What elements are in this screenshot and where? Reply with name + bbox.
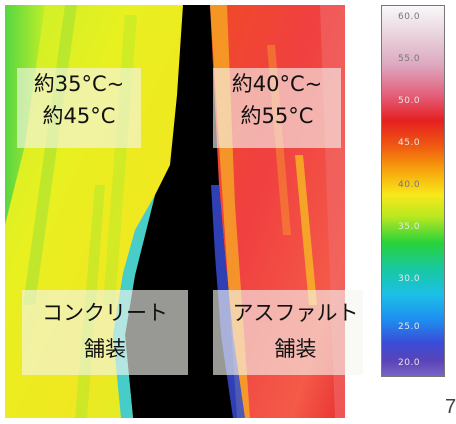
scale-tick-40: 40.0: [398, 180, 421, 190]
scale-tick-55: 55.0: [398, 54, 421, 64]
temperature-color-scale: 60.0 55.0 50.0 45.0 40.0 35.0 30.0 25.0 …: [381, 5, 445, 377]
concrete-name-line-1: コンクリート: [42, 301, 168, 325]
concrete-temperature-label: 約35°C~ 約45°C: [17, 68, 141, 148]
asphalt-name-line-2: 舗装: [274, 337, 317, 361]
asphalt-temp-line-2: 約55°C: [240, 104, 314, 128]
asphalt-temperature-label: 約40°C~ 約55°C: [213, 68, 341, 148]
scale-tick-30: 30.0: [398, 274, 421, 284]
concrete-temp-line-2: 約45°C: [42, 104, 116, 128]
asphalt-label-background: [213, 290, 363, 375]
scale-tick-20: 20.0: [398, 358, 421, 368]
asphalt-temp-line-1: 約40°C~: [231, 72, 323, 96]
scale-tick-50: 50.0: [398, 96, 421, 106]
asphalt-name-line-1: アスファルト: [232, 301, 359, 325]
concrete-pavement-label: コンクリート 舗装: [22, 290, 188, 375]
scale-tick-35: 35.0: [398, 222, 421, 232]
asphalt-pavement-label: アスファルト 舗装: [213, 290, 378, 375]
concrete-temp-line-1: 約35°C~: [33, 72, 125, 96]
scale-tick-45: 45.0: [398, 138, 421, 148]
page-number: 7: [445, 396, 456, 418]
scale-tick-25: 25.0: [398, 322, 421, 332]
scale-tick-60: 60.0: [398, 12, 421, 22]
concrete-name-line-2: 舗装: [84, 337, 126, 361]
